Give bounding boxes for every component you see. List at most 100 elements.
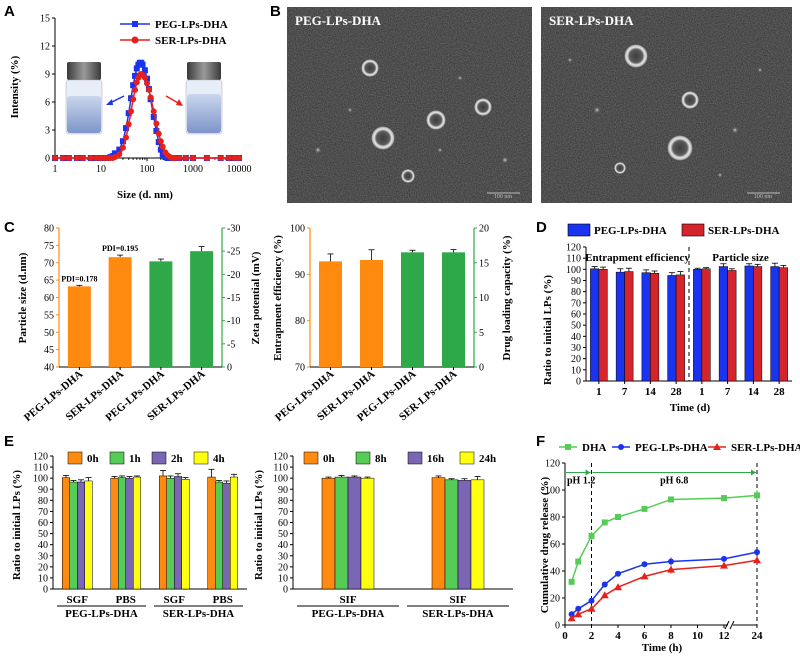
scale-label-ser: 100 nm bbox=[754, 194, 773, 200]
e-bar bbox=[457, 480, 472, 590]
a-point-1 bbox=[65, 155, 72, 161]
f-ytick-label: 120 bbox=[545, 459, 560, 470]
a-point-1 bbox=[236, 155, 242, 161]
f-legend-label: SER-LPs-DHA bbox=[731, 442, 800, 454]
e-ytick-label: 80 bbox=[278, 496, 288, 507]
a-point-1 bbox=[190, 155, 196, 161]
a-point-1 bbox=[119, 144, 126, 151]
c-ytick-label-right: -5 bbox=[227, 339, 235, 350]
f-point-2 bbox=[574, 610, 583, 618]
a-point-1 bbox=[144, 80, 150, 87]
e-bar bbox=[230, 476, 238, 590]
f-series-line-0 bbox=[570, 494, 758, 583]
e-ytick-label: 30 bbox=[278, 551, 288, 562]
a-point-1 bbox=[171, 155, 178, 161]
c-ytick-label-left: 100 bbox=[290, 224, 305, 235]
e-bar bbox=[222, 482, 231, 590]
f-legend-marker bbox=[565, 444, 571, 450]
f-point-1 bbox=[588, 597, 595, 604]
legend-marker-ser bbox=[131, 36, 139, 44]
e-legend-label: 1h bbox=[129, 453, 141, 465]
e-legend-label: 4h bbox=[213, 453, 225, 465]
panel-letter-a: A bbox=[4, 3, 15, 20]
a-xtick-label: 1000 bbox=[183, 164, 203, 175]
a-ytick-label: 6 bbox=[45, 98, 50, 109]
c-bar bbox=[360, 259, 383, 367]
f-xtick-label: 24 bbox=[752, 630, 764, 642]
c-ytick-label-right: -30 bbox=[227, 224, 240, 235]
e-legend-label: 8h bbox=[375, 453, 387, 465]
e-bar bbox=[470, 479, 485, 590]
d-bar bbox=[718, 266, 728, 382]
panel-a-xlabel: Size (d. nm) bbox=[117, 189, 173, 201]
d-xtick-label: 14 bbox=[748, 386, 760, 398]
c-ytick-label-left: 40 bbox=[44, 363, 54, 374]
e-bar bbox=[159, 475, 167, 590]
a-point-1 bbox=[150, 108, 157, 115]
f-point-0 bbox=[641, 505, 648, 512]
e-ytick-label: 30 bbox=[38, 551, 48, 562]
vial-arrows bbox=[106, 95, 183, 106]
f-xtick-label: 4 bbox=[615, 630, 621, 642]
a-ytick-label: 15 bbox=[40, 14, 50, 25]
a-point-0 bbox=[123, 125, 130, 132]
c-bar bbox=[319, 261, 342, 367]
legend-label-ser: SER-LPs-DHA bbox=[155, 35, 227, 47]
e-legend-label: 24h bbox=[479, 453, 496, 465]
panel-a-ylabel: Intensity (%) bbox=[9, 55, 21, 118]
e-ytick-label: 90 bbox=[38, 485, 48, 496]
e-bar bbox=[118, 477, 126, 590]
a-point-0 bbox=[111, 150, 118, 157]
c-ytick-label-left: 90 bbox=[295, 270, 305, 281]
d-bar bbox=[650, 272, 660, 382]
d-xtick-label: 7 bbox=[725, 386, 731, 398]
f-point-0 bbox=[568, 578, 575, 585]
a-ytick-label: 12 bbox=[40, 42, 50, 53]
c-ytick-label-left: 75 bbox=[44, 241, 54, 252]
c-ytick-label-left: 65 bbox=[44, 276, 54, 287]
e-xtick-label: SGF bbox=[164, 594, 186, 606]
d-xtick-label: 1 bbox=[699, 386, 705, 398]
e-ytick-label: 100 bbox=[33, 474, 48, 485]
d-bar bbox=[753, 266, 763, 382]
c-bar bbox=[401, 252, 424, 367]
a-point-1 bbox=[147, 94, 154, 101]
f-point-1 bbox=[601, 581, 608, 588]
e-group-label: SER-LPs-DHA bbox=[163, 608, 235, 620]
e-ytick-label: 70 bbox=[38, 507, 48, 518]
c-ytick-label-right: 0 bbox=[227, 363, 232, 374]
f-ytick-label: 0 bbox=[555, 621, 560, 632]
c-ytick-label-left: 80 bbox=[44, 224, 54, 235]
d-ytick-label: 60 bbox=[571, 310, 581, 321]
e-bar bbox=[334, 476, 349, 590]
legend-label-d-ser: SER-LPs-DHA bbox=[708, 225, 780, 237]
c-bar bbox=[442, 252, 465, 367]
a-point-0 bbox=[132, 72, 139, 79]
d-xtick-label: 28 bbox=[671, 386, 683, 398]
d-ytick-label: 30 bbox=[571, 343, 581, 354]
d-ytick-label: 40 bbox=[571, 332, 581, 343]
a-point-0 bbox=[125, 110, 132, 117]
f-point-1 bbox=[668, 558, 674, 565]
e-ytick-label: 70 bbox=[278, 507, 288, 518]
panel-d-ylabel: Ratio to initial LPs (%) bbox=[542, 275, 554, 385]
d-bar bbox=[744, 265, 754, 382]
e-legend-swatch bbox=[355, 451, 371, 465]
f-ytick-label: 100 bbox=[545, 486, 560, 497]
panel-c1-ylabel-right: Zeta potential (mV) bbox=[250, 251, 262, 344]
f-axis-break bbox=[729, 620, 735, 630]
a-point-1 bbox=[130, 96, 137, 103]
e-xtick-label: SIF bbox=[449, 594, 466, 606]
a-point-1 bbox=[79, 155, 86, 161]
e-legend-swatch bbox=[109, 451, 125, 465]
c-bar bbox=[67, 286, 91, 367]
e-group-label: PEG-LPs-DHA bbox=[65, 608, 138, 620]
d-ytick-label: 50 bbox=[571, 321, 581, 332]
a-point-1 bbox=[123, 134, 130, 141]
d-bar bbox=[778, 267, 788, 382]
e-xtick-label: PBS bbox=[116, 594, 136, 606]
a-point-1 bbox=[73, 155, 80, 161]
f-point-1 bbox=[641, 561, 648, 568]
a-point-1 bbox=[116, 151, 123, 158]
